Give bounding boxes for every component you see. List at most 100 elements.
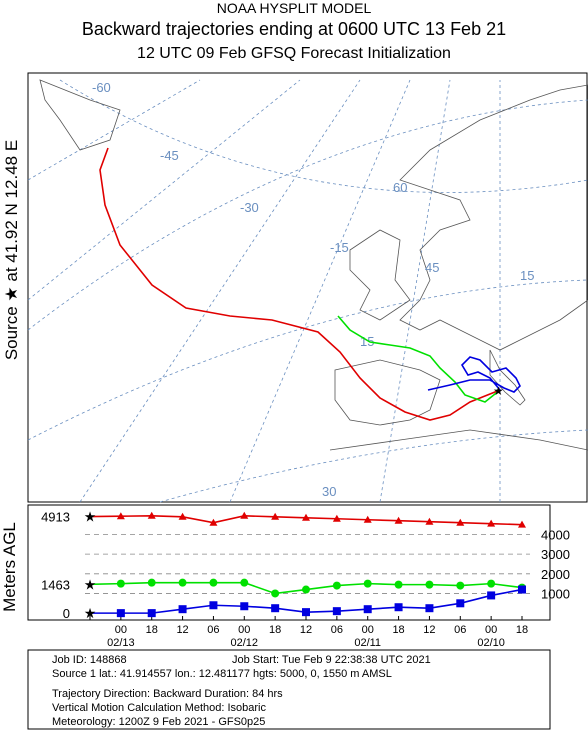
marker (209, 601, 218, 610)
marker (456, 599, 465, 608)
start-height: 0 (63, 606, 70, 621)
x-tick-label: 18 (516, 624, 528, 636)
marker (302, 608, 310, 617)
lat-line (59, 79, 588, 193)
start-star: ★ (84, 509, 97, 525)
coastline (489, 349, 526, 406)
start-height: 4913 (41, 510, 70, 525)
marker (394, 516, 403, 524)
x-tick-label: 00 (485, 624, 497, 636)
header-line1: NOAA HYSPLIT MODEL (217, 0, 372, 16)
x-tick-label: 06 (454, 624, 466, 636)
grid-label: 30 (322, 484, 336, 499)
marker (518, 585, 526, 594)
marker (178, 578, 187, 587)
date-label: 02/10 (477, 637, 505, 649)
marker (456, 581, 465, 590)
x-tick-label: 00 (115, 624, 127, 636)
marker (332, 607, 341, 616)
grid-label: -60 (92, 80, 111, 95)
side-label: Source ★ at 41.92 N 12.48 E (2, 140, 21, 360)
lon-line (27, 79, 301, 301)
x-tick-label: 00 (238, 624, 250, 636)
marker (456, 518, 465, 526)
marker (363, 515, 372, 523)
marker (209, 578, 218, 587)
marker (302, 585, 310, 594)
coastline (399, 84, 588, 351)
grid-label: 15 (360, 334, 374, 349)
marker (240, 602, 249, 611)
y-tick-label: 2000 (541, 567, 570, 582)
marker (487, 519, 496, 527)
x-tick-label: 18 (392, 624, 404, 636)
marker (271, 604, 280, 613)
marker (271, 512, 280, 520)
marker (178, 512, 187, 520)
marker (116, 512, 125, 520)
grid-label: 15 (520, 268, 534, 283)
coastline (334, 359, 441, 426)
y-axis-label: Meters AGL (0, 522, 19, 612)
lat-line (27, 279, 588, 441)
start-height: 1463 (41, 577, 70, 592)
blue-trajectory (427, 356, 521, 393)
x-tick-label: 00 (362, 624, 374, 636)
date-label: 02/12 (231, 637, 259, 649)
marker (425, 580, 434, 589)
marker (209, 518, 218, 526)
x-tick-label: 06 (207, 624, 219, 636)
grid-label: 60 (393, 180, 407, 195)
marker (332, 581, 341, 590)
marker (394, 603, 403, 612)
map: -60 -45 -30 -15 60 45 15 15 30 ★ (27, 72, 588, 503)
y-tick-label: 1000 (541, 586, 570, 601)
map-frame (27, 72, 588, 503)
lon-line (379, 79, 451, 503)
coastline (329, 429, 588, 451)
x-tick-label: 06 (331, 624, 343, 636)
meteorology: Meteorology: 1200Z 9 Feb 2021 - GFS0p25 (52, 716, 265, 728)
source-star: ★ (493, 384, 504, 398)
marker (271, 589, 280, 598)
x-tick-label: 18 (146, 624, 158, 636)
marker (394, 580, 403, 589)
marker (147, 578, 156, 587)
y-tick-label: 4000 (541, 527, 570, 542)
start-star: ★ (84, 576, 97, 592)
lon-line (229, 79, 411, 503)
header-line3: 12 UTC 09 Feb GFSQ Forecast Initializati… (137, 45, 451, 62)
marker (487, 591, 496, 600)
direction: Trajectory Direction: Backward Duration:… (52, 688, 283, 700)
marker (425, 604, 434, 613)
marker (332, 514, 341, 522)
method: Vertical Motion Calculation Method: Isob… (52, 702, 266, 714)
header-line2: Backward trajectories ending at 0600 UTC… (82, 19, 506, 39)
x-tick-label: 18 (269, 624, 281, 636)
marker (363, 605, 372, 614)
marker (302, 513, 310, 521)
marker (363, 579, 372, 588)
marker (487, 579, 496, 588)
x-tick-label: 12 (423, 624, 435, 636)
job-start: Job Start: Tue Feb 9 22:38:38 UTC 2021 (232, 654, 431, 666)
grid-label: -15 (330, 240, 349, 255)
green-trajectory (337, 315, 501, 403)
coastline (39, 79, 121, 151)
footer-frame (27, 649, 551, 730)
start-star: ★ (84, 605, 97, 621)
grid-label: 45 (425, 260, 439, 275)
marker (518, 520, 526, 528)
x-tick-label: 12 (176, 624, 188, 636)
red-trajectory (99, 147, 501, 421)
job-id: Job ID: 148868 (52, 654, 127, 666)
marker (425, 517, 434, 525)
marker (178, 605, 187, 614)
grid-label: -45 (160, 148, 179, 163)
lon-line (79, 79, 361, 503)
marker (116, 579, 125, 588)
source-info: Source 1 lat.: 41.914557 lon.: 12.481177… (52, 668, 392, 680)
height-frame (27, 504, 551, 621)
grid-label: -30 (240, 200, 259, 215)
